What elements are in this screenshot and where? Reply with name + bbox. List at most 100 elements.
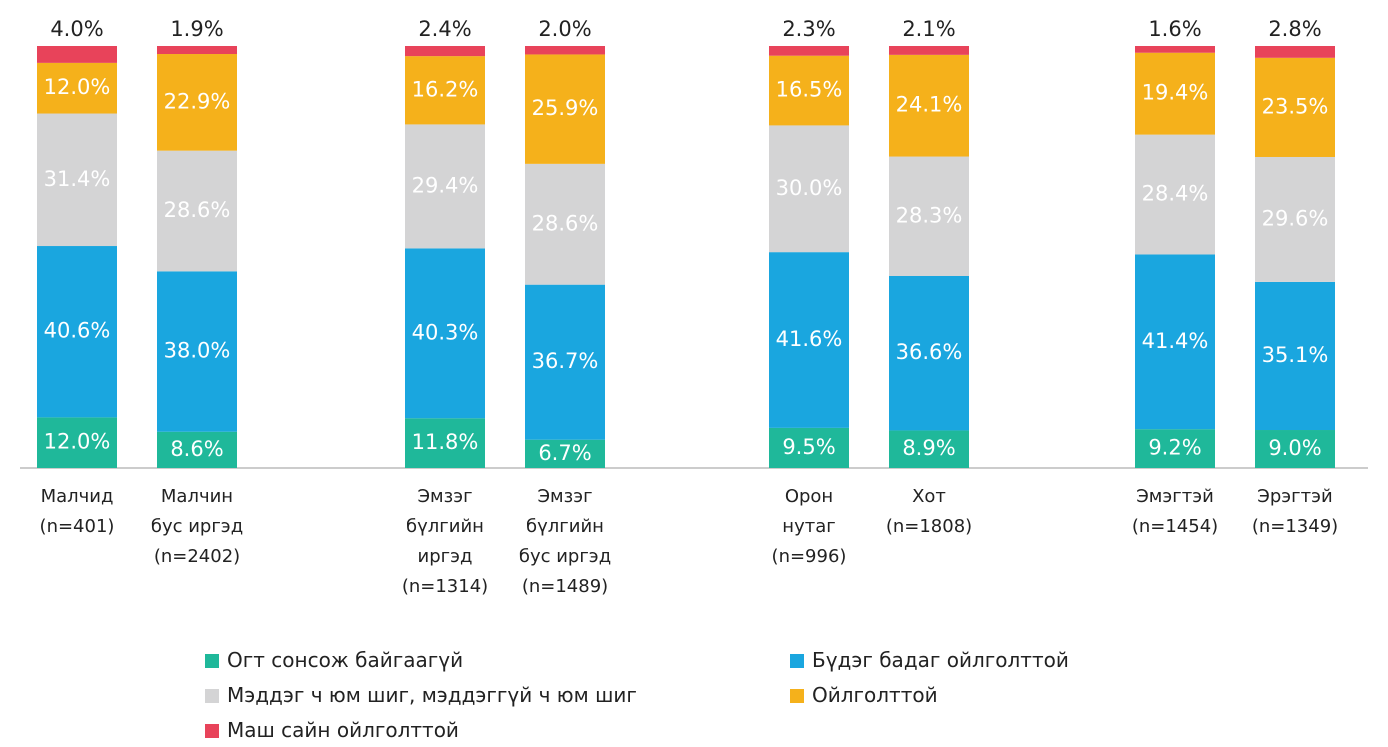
value-label: 4.0%: [50, 17, 103, 41]
bar-segment: [1135, 46, 1215, 53]
bar-segment: [769, 125, 849, 253]
x-tick-label: Хот (n=1808): [885, 486, 973, 537]
bar-segment: [525, 163, 605, 285]
bar-segment: [1135, 429, 1215, 468]
value-label: 36.6%: [896, 340, 963, 364]
value-label: 12.0%: [44, 430, 111, 454]
value-label: 8.9%: [902, 436, 955, 460]
value-label: 35.1%: [1262, 343, 1329, 367]
value-label: 25.9%: [532, 96, 599, 120]
value-label: 41.6%: [776, 327, 843, 351]
legend-swatch: [205, 689, 219, 703]
value-label: 28.6%: [532, 211, 599, 235]
bar-segment: [157, 54, 237, 151]
value-label: 2.3%: [782, 17, 835, 41]
bar-segment: [405, 56, 485, 125]
bar-segment: [889, 46, 969, 55]
bar-segment: [769, 427, 849, 468]
legend-label: Ойлголттой: [812, 683, 938, 707]
bar-segment: [525, 284, 605, 440]
legend-label: Мэддэг ч юм шиг, мэддэггүй ч юм шиг: [227, 683, 637, 707]
value-label: 8.6%: [170, 437, 223, 461]
bar-segment: [405, 248, 485, 419]
legend-item: Ойлголттой: [790, 683, 938, 707]
value-label: 23.5%: [1262, 94, 1329, 118]
bar-segment: [525, 54, 605, 164]
value-label: 28.4%: [1142, 182, 1209, 206]
value-label: 2.8%: [1268, 17, 1321, 41]
bar-segment: [889, 275, 969, 431]
value-label: 2.1%: [902, 17, 955, 41]
bar-segment: [1255, 57, 1335, 157]
legend-item: Бүдэг бадаг ойлголттой: [790, 648, 1069, 672]
legend-swatch: [790, 654, 804, 668]
legend-label: Маш сайн ойлголттой: [227, 718, 459, 742]
x-tick-label: Эмэгтэй (n=1454): [1131, 486, 1219, 537]
value-label: 38.0%: [164, 339, 231, 363]
legend-item: Огт сонсож байгаагүй: [205, 648, 463, 672]
bar-segment: [889, 54, 969, 157]
bar-segment: [889, 156, 969, 276]
bar-segment: [157, 431, 237, 468]
x-tick-label: Орон нутаг (n=996): [771, 486, 847, 567]
bar-segment: [157, 271, 237, 432]
bar-segment: [405, 124, 485, 249]
bar-segment: [1135, 52, 1215, 135]
value-label: 9.0%: [1268, 436, 1321, 460]
bar-segment: [405, 418, 485, 468]
value-label: 1.9%: [170, 17, 223, 41]
value-label: 12.0%: [44, 75, 111, 99]
bar-segment: [157, 46, 237, 55]
value-label: 31.4%: [44, 167, 111, 191]
bar-segment: [1255, 430, 1335, 468]
bar-segment: [1255, 281, 1335, 431]
value-label: 29.4%: [412, 173, 479, 197]
value-label: 28.6%: [164, 198, 231, 222]
bar-segment: [37, 46, 117, 63]
bar-segment: [157, 150, 237, 272]
value-label: 29.6%: [1262, 206, 1329, 230]
x-tick-label: Эрэгтэй (n=1349): [1251, 486, 1339, 537]
value-label: 9.5%: [782, 435, 835, 459]
bar-segment: [889, 430, 969, 468]
bar-segment: [769, 46, 849, 56]
bar-segment: [405, 46, 485, 57]
value-label: 6.7%: [538, 441, 591, 465]
value-label: 16.5%: [776, 78, 843, 102]
value-label: 19.4%: [1142, 81, 1209, 105]
value-label: 24.1%: [896, 93, 963, 117]
value-label: 2.0%: [538, 17, 591, 41]
value-label: 40.6%: [44, 319, 111, 343]
value-label: 40.3%: [412, 320, 479, 344]
bar-segment: [1255, 46, 1335, 58]
bar-segment: [1135, 254, 1215, 430]
bar-segment: [37, 246, 117, 418]
value-label: 1.6%: [1148, 17, 1201, 41]
x-tick-label: Эмзэг бүлгийн бус иргэд (n=1489): [518, 486, 612, 597]
value-label: 11.8%: [412, 430, 479, 454]
legend-item: Мэддэг ч юм шиг, мэддэггүй ч юм шиг: [205, 683, 637, 707]
bar-segment: [1135, 134, 1215, 255]
value-label: 30.0%: [776, 176, 843, 200]
legend-swatch: [790, 689, 804, 703]
bar-segment: [769, 55, 849, 126]
legend-label: Бүдэг бадаг ойлголттой: [812, 648, 1069, 672]
bar-segment: [769, 252, 849, 428]
x-tick-label: Малчид (n=401): [39, 486, 115, 537]
bar-segment: [37, 113, 117, 247]
value-label: 36.7%: [532, 349, 599, 373]
bar-segment: [37, 417, 117, 468]
value-label: 41.4%: [1142, 329, 1209, 353]
value-label: 2.4%: [418, 17, 471, 41]
bar-segment: [525, 46, 605, 55]
legend-item: Маш сайн ойлголттой: [205, 718, 459, 742]
legend-label: Огт сонсож байгаагүй: [227, 648, 464, 672]
value-label: 28.3%: [896, 203, 963, 227]
bar-segment: [525, 439, 605, 468]
value-label: 16.2%: [412, 77, 479, 101]
value-label: 22.9%: [164, 89, 231, 113]
bar-segment: [37, 62, 117, 114]
legend-swatch: [205, 654, 219, 668]
